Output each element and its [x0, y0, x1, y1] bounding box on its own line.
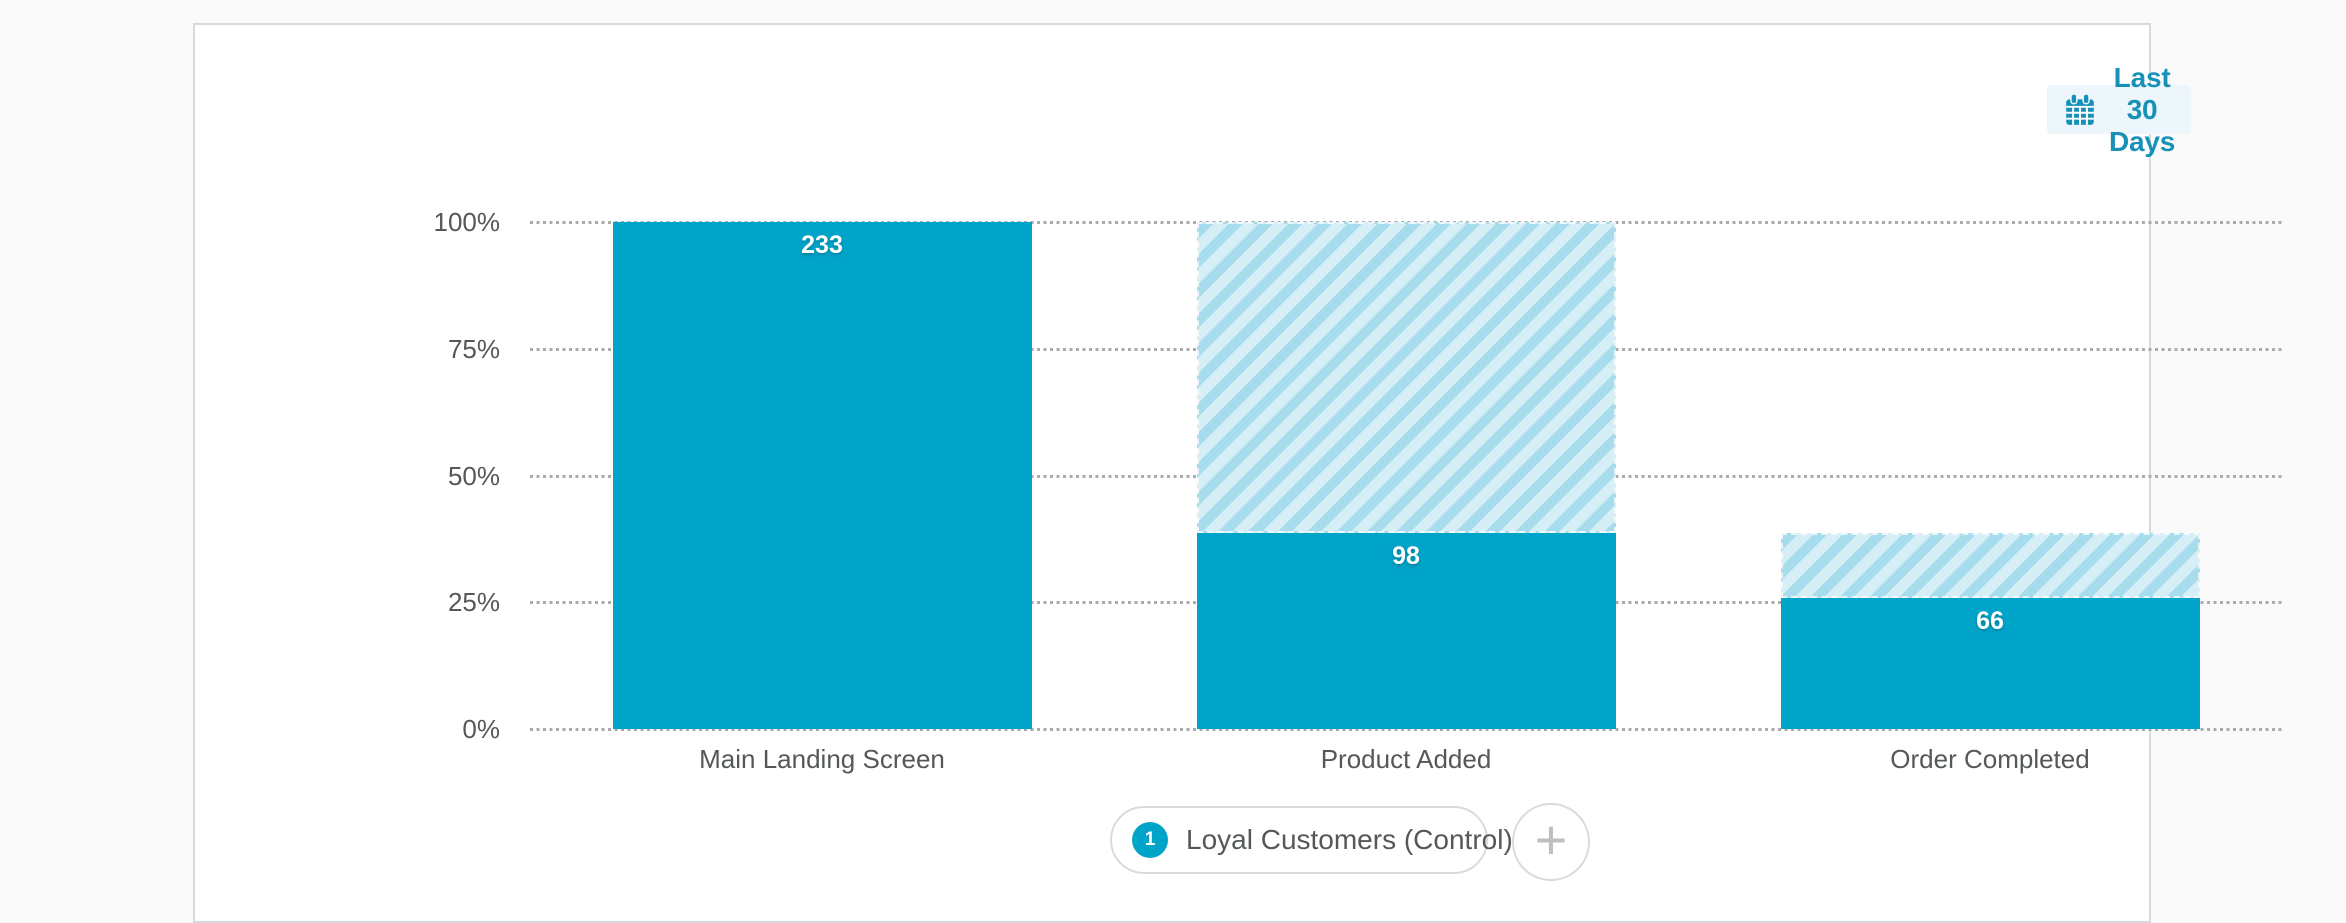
calendar-icon: [2063, 92, 2097, 127]
chart-card: Last 30 Days 100% 75% 50% 25% 0% 233 Main Land…: [193, 23, 2282, 923]
date-range-label: Last 30 Days: [2109, 61, 2176, 157]
page-background: { "toolbar": { "date_range_label": "Last…: [193, 23, 2282, 923]
legend-item-loyal-customers[interactable]: 1 Loyal Customers (Control): [1110, 806, 1513, 874]
y-axis-label: 50%: [447, 460, 500, 491]
bar-converted-segment[interactable]: [612, 222, 1032, 729]
x-axis-label: Product Added: [1320, 744, 1492, 774]
add-series-button[interactable]: +: [1512, 803, 1590, 881]
bar-converted-segment[interactable]: [1196, 532, 1616, 729]
bar-converted-segment[interactable]: [1780, 598, 2200, 729]
bar-value-label: 98: [1392, 541, 1420, 570]
x-axis-label: Main Landing Screen: [699, 744, 945, 774]
bar-value-label: 233: [801, 231, 843, 259]
legend-series-badge: 1: [1132, 822, 1168, 858]
plus-icon: +: [1534, 808, 1568, 871]
gridline: [530, 728, 2282, 731]
y-axis-label: 0%: [462, 714, 500, 744]
y-axis-label: 75%: [447, 333, 500, 364]
y-axis-label: 25%: [447, 587, 500, 618]
x-axis-label: Order Completed: [1890, 744, 2090, 774]
bar-dropoff-segment[interactable]: [1780, 532, 2200, 599]
legend-series-label: Loyal Customers (Control): [1186, 824, 1513, 855]
y-axis-label: 100%: [433, 207, 501, 237]
date-range-chip[interactable]: Last 30 Days: [2047, 62, 2192, 157]
bar-value-label: 66: [1976, 607, 2004, 636]
plot-area: 100% 75% 50% 25% 0% 233 Main Landing Screen 98 P…: [434, 208, 2282, 773]
bar-dropoff-segment[interactable]: [1196, 222, 1616, 533]
